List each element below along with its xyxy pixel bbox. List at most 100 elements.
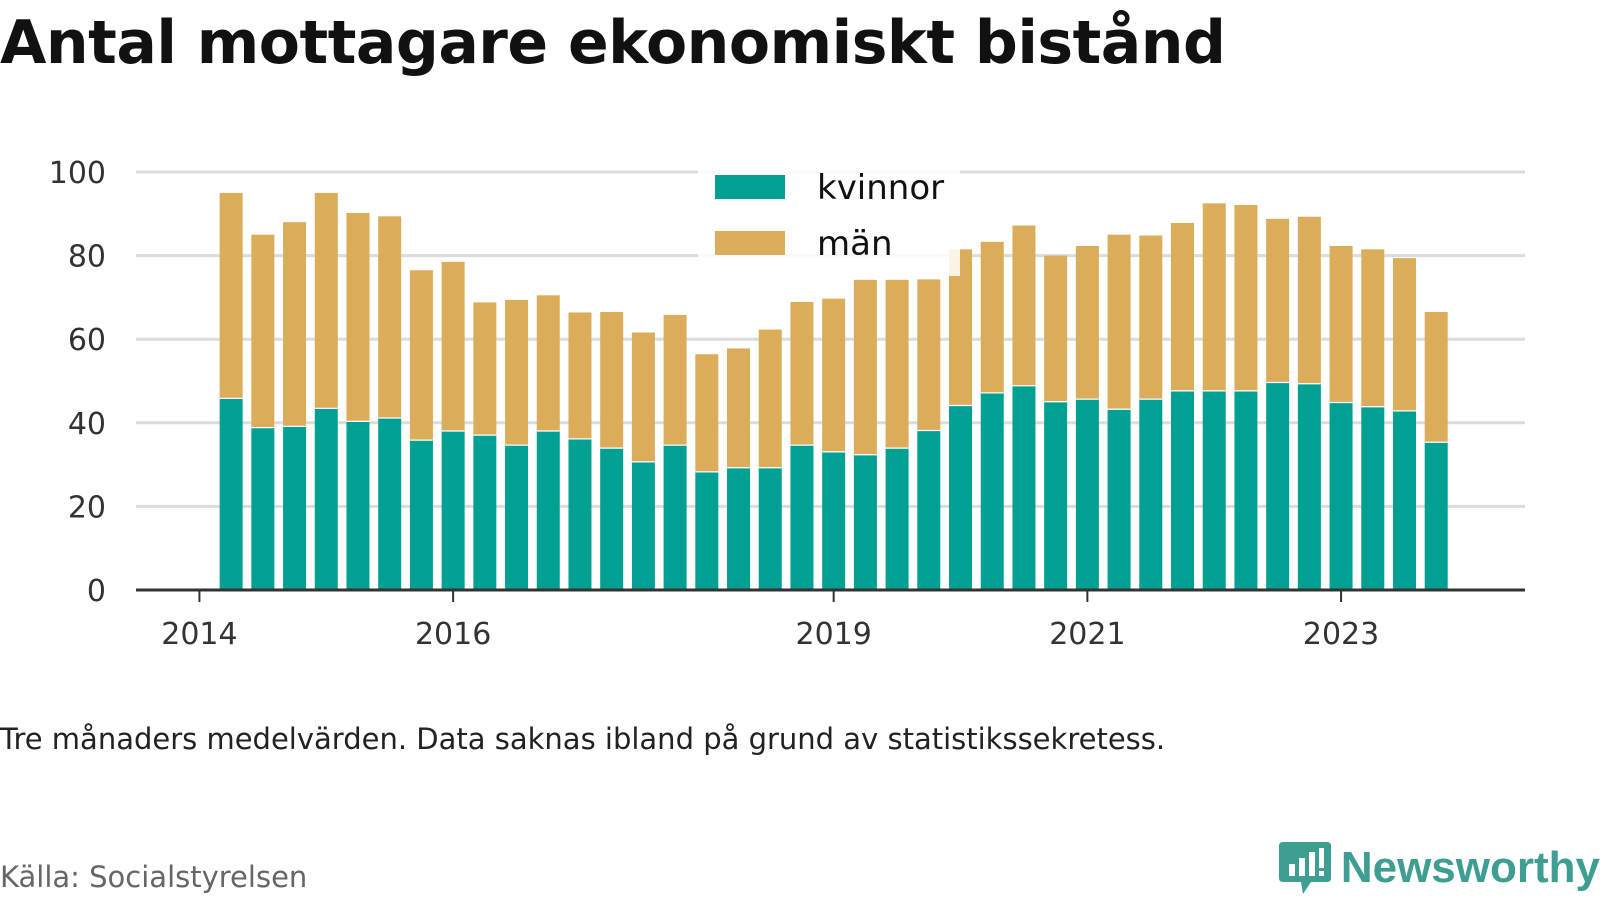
bar-män xyxy=(1234,205,1258,391)
bar-män xyxy=(536,295,560,431)
source-text: Källa: Socialstyrelsen xyxy=(0,860,308,894)
bar-män xyxy=(1107,234,1131,409)
bar-män xyxy=(1424,312,1448,442)
bar-kvinnor xyxy=(1266,381,1290,590)
bar-män xyxy=(1361,249,1385,407)
bar-män xyxy=(885,279,909,448)
bar-kvinnor xyxy=(283,425,307,590)
bar-kvinnor xyxy=(441,430,465,590)
y-tick-label: 0 xyxy=(87,574,106,609)
bar-kvinnor xyxy=(1075,398,1099,590)
legend-swatch-kvinnor xyxy=(715,175,785,199)
bar-män xyxy=(505,299,529,445)
x-tick-label: 2016 xyxy=(415,617,491,652)
bar-män xyxy=(378,216,402,418)
y-axis-ticks: 0 20 40 60 80 100 xyxy=(49,156,106,609)
newsworthy-logo-icon xyxy=(1278,842,1331,894)
x-axis-ticks: 2014 2016 2019 2021 2023 xyxy=(161,590,1379,652)
x-tick-label: 2023 xyxy=(1303,617,1379,652)
x-tick-label: 2014 xyxy=(161,617,237,652)
brand-name: Newsworthy xyxy=(1340,843,1600,892)
bar-män xyxy=(663,314,687,445)
bar-män xyxy=(1266,218,1290,382)
bar-kvinnor xyxy=(1361,406,1385,590)
bar-kvinnor xyxy=(378,417,402,590)
y-tick-label: 60 xyxy=(68,323,106,358)
bar-män xyxy=(727,348,751,468)
bar-kvinnor xyxy=(1424,441,1448,590)
bar-män xyxy=(409,270,433,440)
bar-män xyxy=(1012,225,1036,386)
bars xyxy=(219,192,1448,590)
bar-kvinnor xyxy=(505,444,529,590)
bar-män xyxy=(980,241,1004,393)
bar-kvinnor xyxy=(663,444,687,590)
bar-kvinnor xyxy=(568,438,592,590)
bar-kvinnor xyxy=(409,439,433,590)
bar-män xyxy=(790,301,814,445)
bar-män xyxy=(949,249,973,405)
legend: kvinnor män xyxy=(698,160,960,276)
bar-män xyxy=(822,298,846,452)
bar-män xyxy=(314,192,338,408)
bar-kvinnor xyxy=(1107,408,1131,590)
bar-kvinnor xyxy=(822,451,846,590)
bar-kvinnor xyxy=(758,467,782,590)
bar-män xyxy=(1171,222,1195,391)
bar-kvinnor xyxy=(631,461,655,590)
bar-män xyxy=(917,279,941,430)
bar-kvinnor xyxy=(600,447,624,590)
legend-label-kvinnor: kvinnor xyxy=(817,168,944,208)
bar-män xyxy=(1297,216,1321,384)
bar-kvinnor xyxy=(790,444,814,590)
stacked-bar-chart: 0 20 40 60 80 100 2014 2016 2019 2021 2023 kvinno… xyxy=(49,156,1525,652)
bar-kvinnor xyxy=(251,426,275,590)
bar-män xyxy=(695,354,719,472)
bar-män xyxy=(1075,245,1099,399)
bar-män xyxy=(251,234,275,427)
y-tick-label: 100 xyxy=(49,156,106,191)
bar-kvinnor xyxy=(917,429,941,590)
brand-logo[interactable]: Newsworthy xyxy=(1277,838,1600,898)
bar-kvinnor xyxy=(473,434,497,590)
bar-män xyxy=(346,212,370,421)
bar-kvinnor xyxy=(1202,390,1226,590)
bar-kvinnor xyxy=(219,397,243,590)
legend-label-män: män xyxy=(817,224,893,264)
bar-kvinnor xyxy=(695,471,719,590)
bar-kvinnor xyxy=(1234,390,1258,590)
bar-kvinnor xyxy=(536,430,560,590)
bar-kvinnor xyxy=(314,407,338,590)
bar-män xyxy=(219,192,243,398)
bar-kvinnor xyxy=(1392,410,1416,590)
bar-kvinnor xyxy=(346,420,370,590)
y-tick-label: 20 xyxy=(68,490,106,525)
chart-note: Tre månaders medelvärden. Data saknas ib… xyxy=(0,722,1166,756)
bar-män xyxy=(758,329,782,468)
bar-män xyxy=(473,302,497,435)
bar-kvinnor xyxy=(885,447,909,590)
bar-kvinnor xyxy=(1012,385,1036,590)
bar-kvinnor xyxy=(1044,401,1068,590)
bar-kvinnor xyxy=(980,392,1004,590)
bar-kvinnor xyxy=(1329,401,1353,590)
bar-män xyxy=(1044,255,1068,402)
bar-män xyxy=(441,261,465,431)
chart-title: Antal mottagare ekonomiskt bistånd xyxy=(0,8,1226,78)
bar-kvinnor xyxy=(1171,390,1195,590)
bar-kvinnor xyxy=(949,404,973,590)
legend-swatch-män xyxy=(715,231,785,255)
y-tick-label: 40 xyxy=(68,407,106,442)
bar-män xyxy=(1139,235,1163,399)
bar-män xyxy=(1202,203,1226,391)
y-tick-label: 80 xyxy=(68,240,106,275)
bar-kvinnor xyxy=(727,467,751,590)
bar-män xyxy=(1329,245,1353,402)
x-tick-label: 2021 xyxy=(1049,617,1125,652)
bar-män xyxy=(600,312,624,448)
bar-kvinnor xyxy=(853,454,877,590)
bar-män xyxy=(568,312,592,439)
bar-män xyxy=(853,279,877,455)
bar-män xyxy=(1392,258,1416,411)
bar-kvinnor xyxy=(1297,383,1321,590)
